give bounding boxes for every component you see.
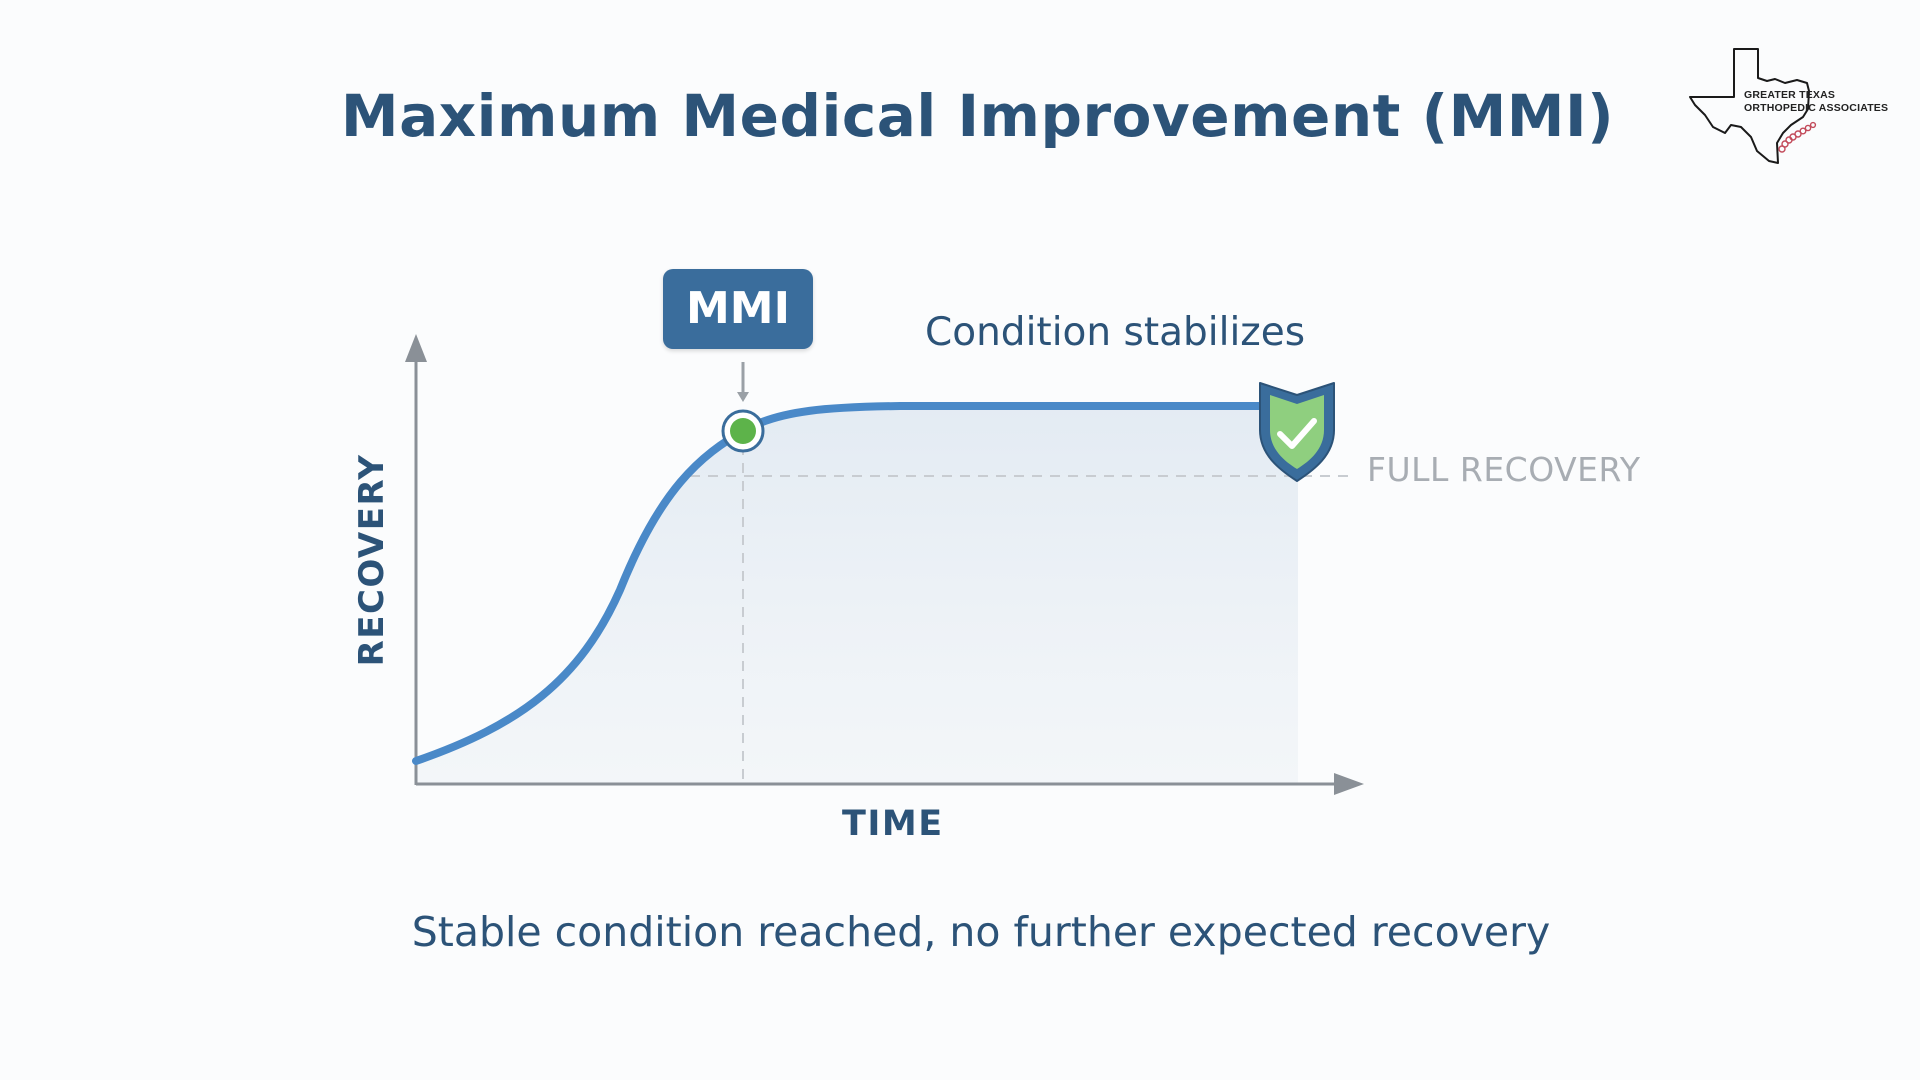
mmi-point-icon [721, 409, 765, 453]
logo-text-line2: ORTHOPEDIC ASSOCIATES [1744, 102, 1889, 114]
x-axis-label: TIME [842, 804, 944, 844]
y-axis-arrow [405, 334, 427, 362]
x-axis-arrow [1334, 773, 1364, 795]
full-recovery-label: FULL RECOVERY [1367, 450, 1641, 489]
slide-title: Maximum Medical Improvement (MMI) [340, 82, 1615, 150]
texas-outline-icon [1689, 48, 1810, 164]
company-logo [1689, 48, 1817, 164]
slide-subtitle: Stable condition reached, no further exp… [411, 908, 1551, 956]
spine-icon [1778, 121, 1817, 153]
shield-check-icon [1259, 382, 1335, 482]
logo-text-line1: GREATER TEXAS [1744, 89, 1836, 101]
recovery-curve [412, 402, 1269, 765]
condition-stabilizes-annotation: Condition stabilizes [925, 310, 1306, 355]
y-axis-label: RECOVERY [352, 453, 392, 667]
mmi-connector-arrow [737, 392, 749, 402]
mmi-badge: MMI [663, 269, 813, 349]
recovery-area [416, 406, 1298, 783]
